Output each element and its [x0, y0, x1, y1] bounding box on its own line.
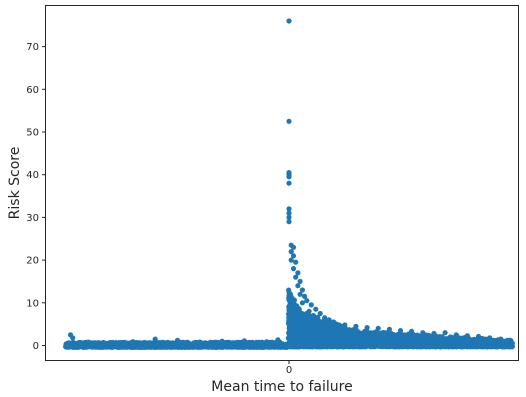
data-point — [353, 323, 359, 329]
data-point — [291, 297, 297, 303]
data-point — [375, 325, 381, 331]
data-point — [297, 291, 303, 297]
data-point — [302, 293, 308, 299]
y-tick-label: 20 — [26, 256, 39, 267]
data-points — [63, 18, 515, 350]
y-tick-label: 0 — [33, 341, 39, 352]
data-point — [397, 328, 404, 334]
data-point — [290, 244, 297, 250]
data-point — [420, 330, 426, 336]
data-point — [431, 330, 437, 337]
data-point — [286, 118, 292, 124]
data-point — [306, 308, 312, 314]
y-tick-label: 50 — [26, 128, 39, 139]
data-point — [219, 338, 225, 344]
data-point — [464, 333, 470, 339]
data-point — [293, 259, 299, 265]
data-point — [108, 339, 114, 346]
data-point — [286, 180, 292, 186]
data-point — [475, 333, 482, 340]
data-point — [286, 210, 292, 216]
data-point — [310, 313, 317, 319]
data-point — [509, 343, 515, 349]
data-point — [295, 270, 301, 276]
data-point — [342, 322, 348, 328]
x-axis-label: Mean time to failure — [211, 379, 352, 395]
data-point — [152, 336, 158, 342]
data-point — [130, 339, 136, 345]
data-point — [442, 330, 448, 336]
data-point — [295, 283, 301, 289]
data-point — [304, 298, 310, 304]
data-point — [364, 325, 370, 331]
data-point — [299, 287, 305, 293]
y-tick-label: 10 — [26, 298, 39, 309]
data-point — [317, 310, 323, 317]
data-point — [275, 337, 281, 343]
data-point — [286, 206, 292, 212]
data-point — [241, 338, 247, 344]
data-point — [85, 339, 91, 345]
data-point — [308, 302, 314, 308]
data-point — [286, 18, 292, 24]
data-point — [453, 332, 459, 338]
y-tick-label: 40 — [26, 170, 39, 181]
data-point — [293, 274, 299, 280]
data-point — [299, 311, 305, 317]
x-tick-label: 0 — [286, 365, 292, 376]
y-tick-label: 70 — [26, 42, 39, 53]
data-point — [286, 214, 292, 220]
data-point — [288, 257, 294, 263]
y-axis-ticks: 0 10 20 30 40 50 60 70 — [26, 42, 46, 352]
plot-frame — [45, 5, 519, 361]
data-point — [386, 326, 392, 332]
data-point — [498, 336, 504, 342]
y-axis-label: Risk Score — [7, 147, 23, 220]
data-point — [297, 278, 303, 284]
data-point — [290, 266, 297, 272]
data-point — [288, 249, 294, 255]
data-point — [326, 317, 332, 323]
data-point — [299, 300, 305, 306]
data-point — [313, 306, 319, 312]
data-point — [409, 328, 415, 334]
y-tick-label: 30 — [26, 213, 39, 224]
data-point — [487, 335, 493, 341]
data-point — [70, 335, 76, 341]
data-point — [322, 315, 328, 321]
data-point — [319, 321, 325, 327]
data-point — [286, 219, 292, 225]
y-tick-label: 60 — [26, 85, 39, 96]
data-point — [504, 337, 511, 343]
x-axis-ticks: 0 — [286, 360, 292, 376]
data-point — [286, 174, 292, 180]
data-point — [197, 339, 203, 345]
data-point — [264, 339, 270, 345]
data-point — [331, 319, 337, 325]
data-point — [290, 253, 297, 259]
data-point — [174, 337, 181, 343]
